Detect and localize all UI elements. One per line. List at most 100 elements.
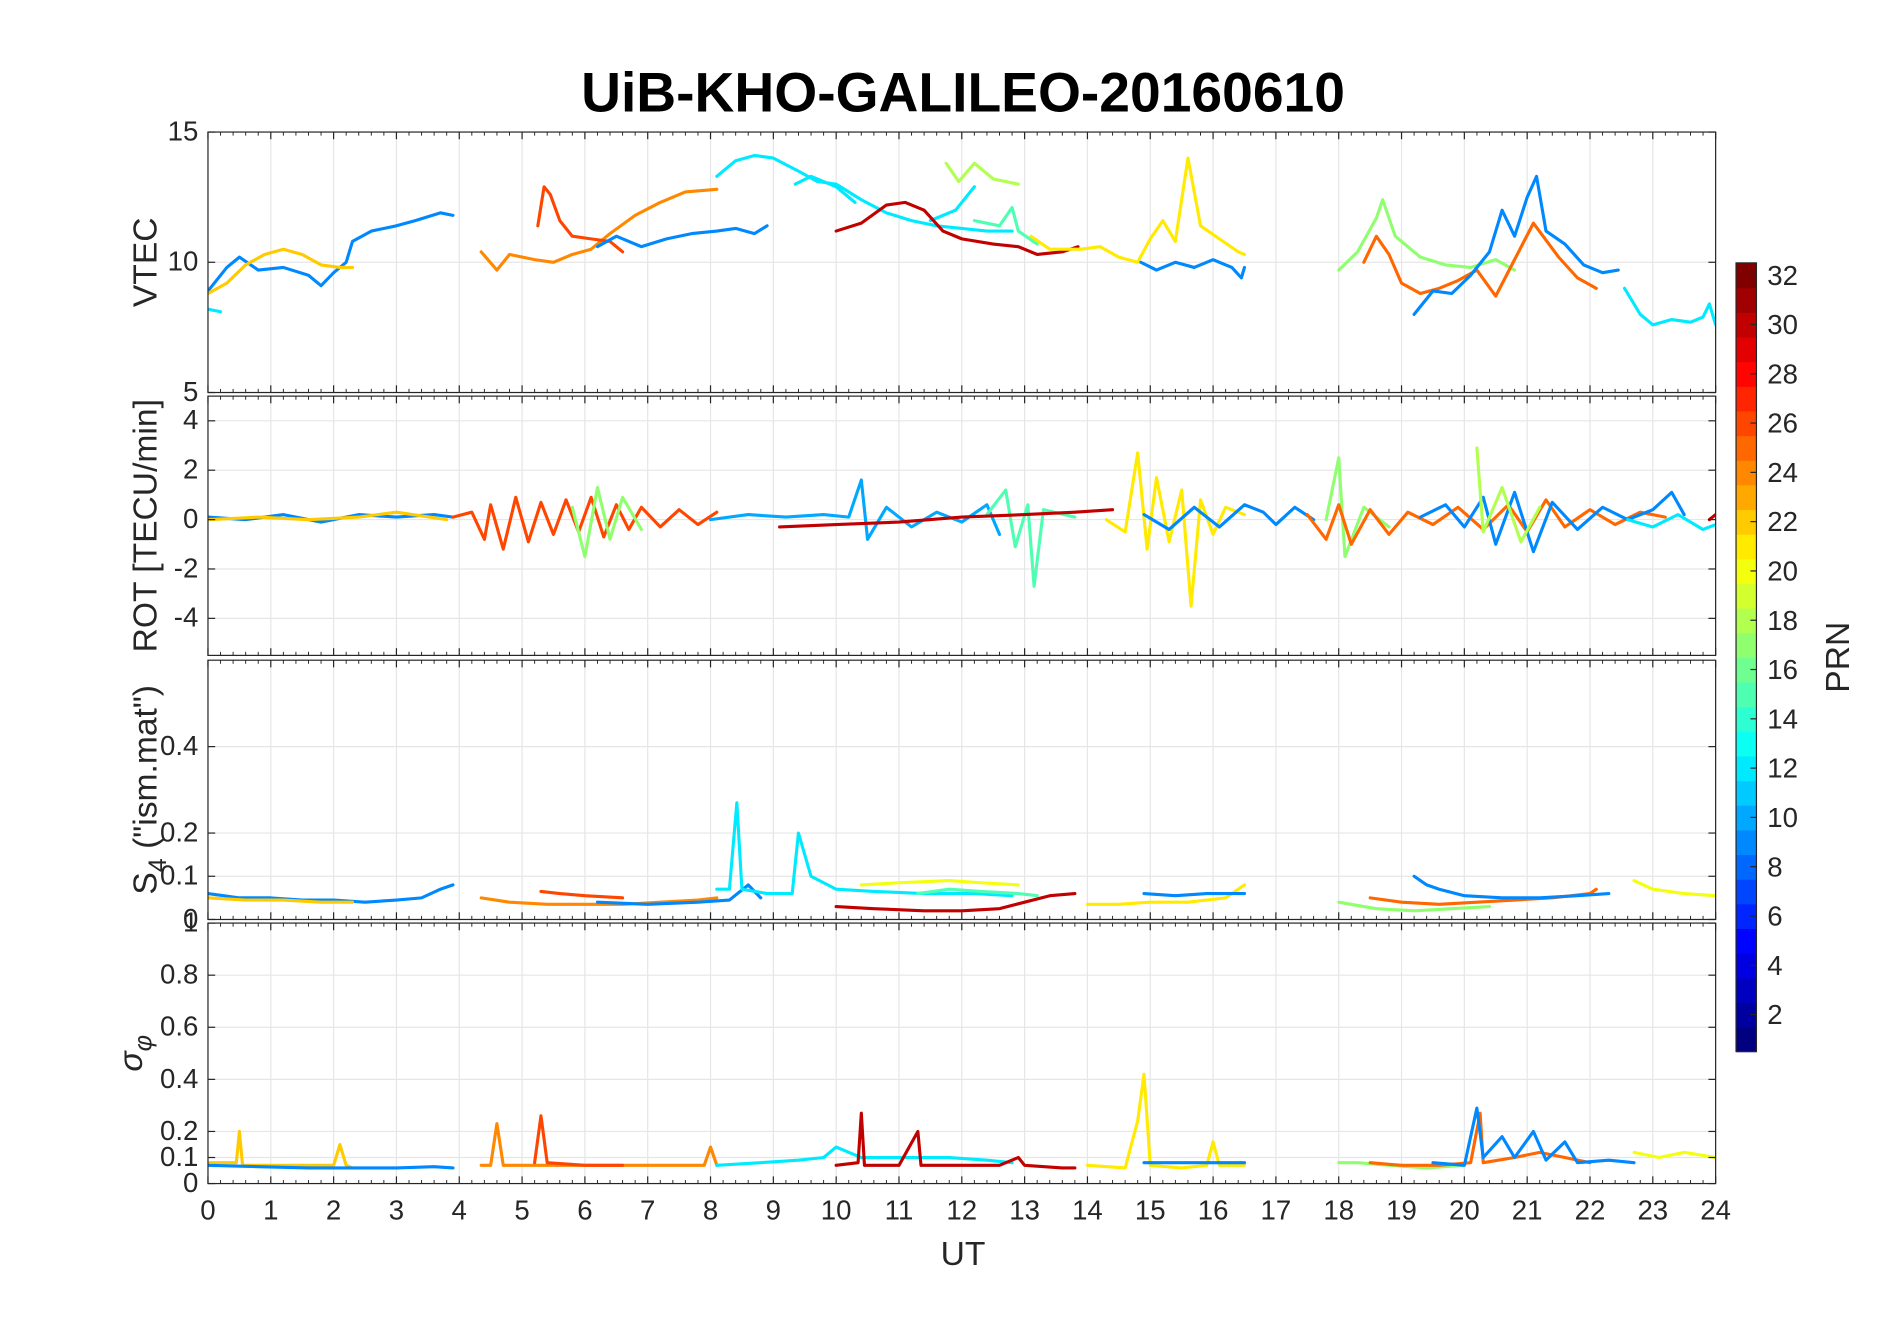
colorbar-tick-label: 32: [1767, 260, 1798, 291]
series-prn-9: [1431, 1106, 1636, 1167]
x-tick-label: 14: [1072, 1195, 1103, 1226]
colorbar-label: PRN: [1820, 622, 1857, 693]
series-prn-21: [1085, 1072, 1247, 1170]
series-prn-12: [207, 307, 223, 314]
y-tick-label: 0.1: [160, 860, 198, 891]
y-tick-label: 1: [183, 906, 198, 937]
colorbar-cell: [1736, 460, 1757, 486]
series-prn-22: [207, 510, 449, 522]
x-ticks: [207, 923, 1717, 1184]
series-prn-15: [916, 887, 1039, 898]
y-tick-label: 0.4: [160, 730, 198, 761]
x-tick-label: 12: [946, 1195, 977, 1226]
series-prn-20: [859, 879, 1020, 887]
colorbar-cell: [1736, 607, 1757, 634]
series-prn-12: [1626, 513, 1716, 532]
series-prn-9: [207, 1163, 455, 1170]
colorbar-cell: [1736, 1026, 1757, 1053]
colorbar-tick-label: 28: [1767, 358, 1798, 389]
colorbar-tick-label: 8: [1767, 851, 1782, 882]
colorbar-tick-label: 4: [1767, 950, 1782, 981]
colorbar-tick-label: 26: [1767, 408, 1798, 439]
y-tick-label: -2: [174, 552, 199, 583]
colorbar-cell: [1736, 681, 1757, 708]
colorbar-cell: [1736, 361, 1757, 387]
y-tick-label: 10: [168, 246, 199, 277]
series-prn-21: [1029, 156, 1247, 264]
colorbar-cell: [1736, 1002, 1757, 1028]
colorbar-cell: [1736, 435, 1757, 461]
colorbar-tick-label: 22: [1767, 506, 1798, 537]
series-prn-21: [1104, 451, 1247, 608]
x-tick-labels: 0 1 2 3 4 5 6 7 8 9 10 11 12 13 14 15 16 17 18 19 20 21 22 23 24: [200, 1195, 1731, 1226]
y-ticks: 5 10 15: [168, 115, 1716, 407]
series-prn-9: [1418, 490, 1686, 554]
y-tick-label: 5: [183, 376, 198, 407]
y-tick-label: 2: [183, 454, 198, 485]
panel-2: -4 -2 0 2 4 ROT [TECU/min]: [127, 395, 1717, 656]
x-tick-label: 19: [1386, 1195, 1417, 1226]
x-tick-label: 15: [1135, 1195, 1166, 1226]
colorbar-cell: [1736, 312, 1757, 338]
colorbar-cell: [1736, 903, 1757, 930]
colorbar-tick-label: 16: [1767, 654, 1798, 685]
series-prn-9: [1412, 174, 1620, 316]
series-prn-12: [715, 1145, 1014, 1167]
colorbar-cell: [1736, 805, 1757, 831]
series-group: [207, 801, 1716, 913]
colorbar-cell: [1736, 287, 1757, 313]
x-tick-label: 18: [1323, 1195, 1354, 1226]
colorbar-cell: [1736, 484, 1757, 511]
x-tick-label: 20: [1449, 1195, 1480, 1226]
y-tick-label: 0.6: [160, 1011, 198, 1042]
colorbar-tick-label: 30: [1767, 309, 1798, 340]
series-prn-9: [595, 224, 769, 249]
colorbar-cell: [1736, 657, 1757, 683]
series-prn-30: [834, 891, 1077, 913]
x-tick-label: 11: [885, 1195, 914, 1226]
x-tick-label: 2: [326, 1195, 341, 1226]
series-prn-24: [479, 896, 719, 906]
series-prn-18: [1475, 446, 1542, 544]
chart-title: UiB-KHO-GALILEO-20160610: [581, 62, 1345, 124]
series-prn-17: [570, 485, 643, 559]
series-prn-12: [1622, 286, 1716, 327]
colorbar-cell: [1736, 854, 1757, 880]
colorbar-cell: [1736, 336, 1757, 363]
y-axis-label: VTEC: [127, 217, 164, 307]
series-prn-15: [985, 488, 1077, 588]
series-prn-9: [1142, 503, 1316, 532]
series-prn-17: [1337, 900, 1492, 913]
x-tick-label: 10: [821, 1195, 852, 1226]
colorbar-cell: [1736, 952, 1757, 979]
x-tick-label: 4: [452, 1195, 467, 1226]
series-prn-20: [1632, 879, 1716, 898]
series-prn-9: [207, 211, 455, 293]
series-prn-30: [778, 508, 1115, 529]
colorbar-cell: [1736, 509, 1757, 535]
series-prn-18: [944, 161, 1020, 186]
series-prn-9: [1412, 874, 1611, 900]
series-prn-25: [1362, 221, 1598, 298]
y-ticks: -4 -2 0 2 4: [174, 404, 1716, 633]
x-tick-label: 8: [703, 1195, 718, 1226]
y-tick-label: 0.4: [160, 1063, 198, 1094]
series-prn-10: [709, 478, 1002, 541]
series-prn-26: [533, 1114, 625, 1167]
x-tick-label: 16: [1198, 1195, 1229, 1226]
colorbar-cell: [1736, 977, 1757, 1003]
y-tick-label: 0: [183, 903, 198, 934]
colorbar-tick-label: 2: [1767, 999, 1782, 1030]
colorbar-frame: [1735, 262, 1758, 1053]
series-prn-20: [1632, 1150, 1716, 1160]
y-axis-label: ROT [TECU/min]: [127, 399, 164, 652]
colorbar-tick-label: 12: [1767, 753, 1798, 784]
colorbar-cell: [1736, 410, 1757, 437]
series-prn-30: [1707, 513, 1716, 522]
series-prn-9: [1142, 891, 1247, 898]
grid: [207, 396, 1717, 656]
